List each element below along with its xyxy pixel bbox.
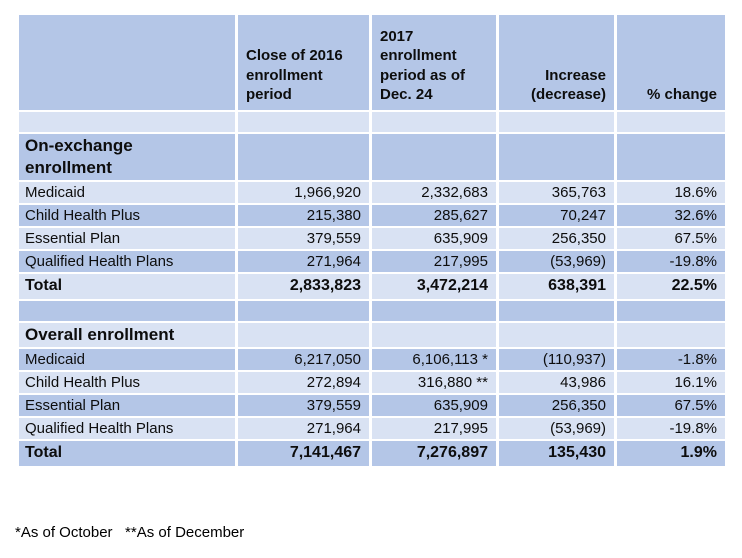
header-cell-pct-change: % change: [614, 13, 728, 112]
value-cell: 638,391: [496, 272, 617, 301]
value-cell: 67.5%: [614, 393, 728, 419]
value-cell: 16.1%: [614, 370, 728, 396]
value-cell: 1,966,920: [235, 180, 372, 205]
value-cell: 635,909: [369, 393, 499, 419]
value-cell: -1.8%: [614, 347, 728, 373]
row-label-cell: Total: [16, 272, 238, 301]
row-label-cell: [16, 299, 238, 323]
value-cell: [614, 132, 728, 182]
value-cell: (53,969): [496, 416, 617, 442]
row-label-cell: Essential Plan: [16, 226, 238, 251]
value-cell: [369, 132, 499, 182]
header-cell-increase: Increase (decrease): [496, 13, 617, 112]
value-cell: 135,430: [496, 439, 617, 469]
value-cell: 379,559: [235, 393, 372, 419]
value-cell: [369, 110, 499, 134]
table-row: Qualified Health Plans 271,964 217,995 (…: [16, 249, 728, 274]
table-row: Medicaid 6,217,050 6,106,113 * (110,937)…: [16, 347, 728, 373]
value-cell: 365,763: [496, 180, 617, 205]
table-row: Qualified Health Plans 271,964 217,995 (…: [16, 416, 728, 442]
value-cell: [369, 299, 499, 323]
value-cell: 70,247: [496, 203, 617, 228]
spacer-row: [16, 110, 728, 134]
spacer-row: [16, 299, 728, 323]
value-cell: 217,995: [369, 249, 499, 274]
header-cell-close-2016: Close of 2016 enrollment period: [235, 13, 372, 112]
section-label: On-exchange enrollment: [25, 136, 133, 177]
row-label-cell: Total: [16, 439, 238, 469]
value-cell: (110,937): [496, 347, 617, 373]
value-cell: 6,106,113 *: [369, 347, 499, 373]
row-label-cell: Child Health Plus: [16, 370, 238, 396]
table-row: Essential Plan 379,559 635,909 256,350 6…: [16, 393, 728, 419]
total-row-overall: Total 7,141,467 7,276,897 135,430 1.9%: [16, 439, 728, 469]
value-cell: -19.8%: [614, 416, 728, 442]
row-label-cell: Medicaid: [16, 180, 238, 205]
value-cell: [614, 320, 728, 350]
value-cell: (53,969): [496, 249, 617, 274]
header-cell-rowlabels: [16, 13, 238, 112]
row-label-cell: Essential Plan: [16, 393, 238, 419]
value-cell: [614, 299, 728, 323]
value-cell: 7,276,897: [369, 439, 499, 469]
value-cell: 43,986: [496, 370, 617, 396]
header-label: Increase (decrease): [530, 66, 606, 103]
section-row-on-exchange: On-exchange enrollment: [16, 132, 728, 182]
value-cell: 256,350: [496, 393, 617, 419]
value-cell: 2,332,683: [369, 180, 499, 205]
value-cell: 635,909: [369, 226, 499, 251]
value-cell: [235, 110, 372, 134]
header-label: 2017 enrollment period as of Dec. 24: [380, 28, 466, 103]
value-cell: 18.6%: [614, 180, 728, 205]
value-cell: [369, 320, 499, 350]
value-cell: 215,380: [235, 203, 372, 228]
value-cell: 67.5%: [614, 226, 728, 251]
value-cell: [235, 299, 372, 323]
value-cell: 32.6%: [614, 203, 728, 228]
value-cell: [235, 320, 372, 350]
total-row-on-exchange: Total 2,833,823 3,472,214 638,391 22.5%: [16, 272, 728, 301]
value-cell: 271,964: [235, 416, 372, 442]
section-label-cell: On-exchange enrollment: [16, 132, 238, 182]
value-cell: -19.8%: [614, 249, 728, 274]
enrollment-table: Close of 2016 enrollment period 2017 enr…: [16, 13, 728, 469]
footnote: *As of October **As of December: [15, 524, 245, 541]
table-row: Child Health Plus 272,894 316,880 ** 43,…: [16, 370, 728, 396]
value-cell: 3,472,214: [369, 272, 499, 301]
value-cell: [496, 132, 617, 182]
section-label: Overall enrollment: [25, 325, 175, 344]
table-row: Essential Plan 379,559 635,909 256,350 6…: [16, 226, 728, 251]
value-cell: 256,350: [496, 226, 617, 251]
value-cell: [496, 320, 617, 350]
value-cell: 217,995: [369, 416, 499, 442]
row-label-cell: Medicaid: [16, 347, 238, 373]
value-cell: 6,217,050: [235, 347, 372, 373]
value-cell: 2,833,823: [235, 272, 372, 301]
value-cell: 272,894: [235, 370, 372, 396]
section-label-cell: Overall enrollment: [16, 320, 238, 350]
value-cell: 379,559: [235, 226, 372, 251]
value-cell: 22.5%: [614, 272, 728, 301]
enrollment-table-container: Close of 2016 enrollment period 2017 enr…: [16, 13, 728, 469]
row-label-cell: Child Health Plus: [16, 203, 238, 228]
value-cell: [235, 132, 372, 182]
value-cell: 1.9%: [614, 439, 728, 469]
row-label-cell: [16, 110, 238, 134]
header-cell-2017-period: 2017 enrollment period as of Dec. 24: [369, 13, 499, 112]
value-cell: [496, 110, 617, 134]
header-label: Close of 2016 enrollment period: [246, 47, 343, 103]
value-cell: 285,627: [369, 203, 499, 228]
table-row: Child Health Plus 215,380 285,627 70,247…: [16, 203, 728, 228]
value-cell: 316,880 **: [369, 370, 499, 396]
value-cell: [614, 110, 728, 134]
value-cell: [496, 299, 617, 323]
row-label-cell: Qualified Health Plans: [16, 249, 238, 274]
table-row: Medicaid 1,966,920 2,332,683 365,763 18.…: [16, 180, 728, 205]
value-cell: 7,141,467: [235, 439, 372, 469]
section-row-overall: Overall enrollment: [16, 320, 728, 350]
row-label-cell: Qualified Health Plans: [16, 416, 238, 442]
value-cell: 271,964: [235, 249, 372, 274]
header-row: Close of 2016 enrollment period 2017 enr…: [16, 13, 728, 112]
